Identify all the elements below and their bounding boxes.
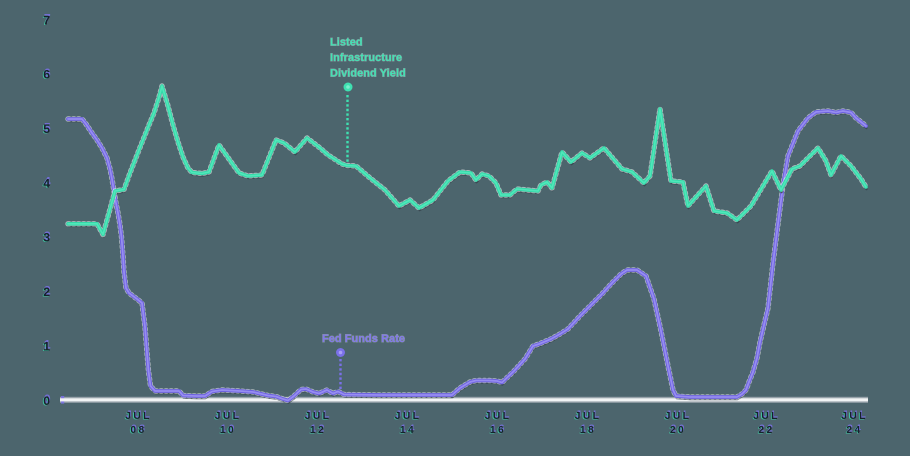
- svg-text:08: 08: [131, 423, 147, 434]
- svg-text:JUL: JUL: [484, 412, 510, 423]
- svg-text:20: 20: [669, 426, 685, 437]
- svg-text:JUL: JUL: [753, 411, 779, 422]
- svg-text:JUL: JUL: [574, 412, 600, 423]
- svg-text:4: 4: [42, 177, 49, 191]
- svg-text:JUL: JUL: [126, 409, 152, 420]
- svg-text:2: 2: [44, 283, 51, 297]
- svg-text:3: 3: [44, 229, 51, 243]
- svg-text:Listed: Listed: [330, 37, 363, 49]
- svg-text:JUL: JUL: [485, 411, 511, 422]
- svg-text:6: 6: [42, 68, 49, 82]
- svg-text:0: 0: [43, 394, 50, 408]
- svg-text:10: 10: [220, 425, 236, 436]
- svg-text:Fed Funds Rate: Fed Funds Rate: [322, 333, 405, 345]
- svg-text:24: 24: [846, 426, 862, 437]
- svg-text:16: 16: [491, 423, 507, 434]
- svg-text:6: 6: [43, 68, 50, 82]
- svg-text:JUL: JUL: [665, 411, 691, 422]
- svg-text:08: 08: [130, 425, 146, 436]
- svg-text:18: 18: [581, 423, 597, 434]
- svg-text:22: 22: [759, 423, 775, 434]
- svg-text:JUL: JUL: [754, 409, 780, 420]
- svg-text:3: 3: [43, 231, 50, 245]
- svg-text:JUL: JUL: [664, 412, 690, 423]
- svg-text:4: 4: [43, 176, 50, 190]
- svg-text:12: 12: [310, 425, 326, 436]
- svg-text:JUL: JUL: [214, 412, 240, 423]
- svg-text:JUL: JUL: [485, 409, 511, 420]
- svg-text:JUL: JUL: [305, 409, 331, 420]
- svg-text:5: 5: [43, 122, 50, 136]
- svg-text:Dividend Yield: Dividend Yield: [330, 68, 406, 80]
- svg-text:7: 7: [42, 14, 49, 28]
- svg-text:14: 14: [401, 423, 417, 434]
- svg-text:2: 2: [43, 285, 50, 299]
- svg-text:JUL: JUL: [215, 411, 241, 422]
- svg-text:24: 24: [847, 423, 863, 434]
- svg-text:10: 10: [219, 426, 235, 437]
- svg-text:20: 20: [670, 425, 686, 436]
- svg-text:16: 16: [490, 425, 506, 436]
- svg-text:0: 0: [42, 394, 49, 408]
- svg-text:5: 5: [44, 120, 51, 134]
- svg-text:12: 12: [311, 423, 327, 434]
- svg-text:1: 1: [42, 340, 49, 354]
- svg-text:24: 24: [846, 425, 862, 436]
- svg-text:18: 18: [580, 425, 596, 436]
- svg-text:5: 5: [42, 123, 49, 137]
- svg-text:JUL: JUL: [840, 412, 866, 423]
- svg-text:JUL: JUL: [752, 412, 778, 423]
- svg-text:JUL: JUL: [305, 411, 331, 422]
- svg-text:2: 2: [42, 286, 49, 300]
- svg-text:JUL: JUL: [395, 409, 421, 420]
- svg-text:18: 18: [579, 426, 595, 437]
- svg-text:22: 22: [758, 425, 774, 436]
- svg-text:JUL: JUL: [842, 409, 868, 420]
- svg-text:08: 08: [130, 426, 146, 437]
- svg-text:7: 7: [44, 12, 51, 26]
- svg-text:JUL: JUL: [125, 411, 151, 422]
- svg-text:14: 14: [400, 425, 416, 436]
- svg-text:3: 3: [42, 231, 49, 245]
- svg-text:16: 16: [489, 426, 505, 437]
- svg-text:6: 6: [44, 66, 51, 80]
- svg-text:JUL: JUL: [665, 409, 691, 420]
- svg-text:JUL: JUL: [575, 409, 601, 420]
- svg-text:12: 12: [309, 426, 325, 437]
- svg-text:20: 20: [671, 423, 687, 434]
- svg-text:JUL: JUL: [841, 411, 867, 422]
- svg-text:7: 7: [43, 13, 50, 27]
- svg-text:4: 4: [44, 175, 51, 189]
- svg-text:JUL: JUL: [575, 411, 601, 422]
- svg-text:JUL: JUL: [215, 409, 241, 420]
- svg-text:10: 10: [221, 423, 237, 434]
- svg-text:JUL: JUL: [395, 411, 421, 422]
- svg-text:0: 0: [44, 392, 51, 406]
- svg-text:JUL: JUL: [304, 412, 330, 423]
- svg-text:1: 1: [43, 339, 50, 353]
- svg-text:14: 14: [399, 426, 415, 437]
- svg-text:22: 22: [758, 426, 774, 437]
- svg-text:JUL: JUL: [124, 412, 150, 423]
- svg-text:JUL: JUL: [394, 412, 420, 423]
- svg-text:1: 1: [44, 338, 51, 352]
- svg-text:Infrastructure: Infrastructure: [330, 52, 402, 64]
